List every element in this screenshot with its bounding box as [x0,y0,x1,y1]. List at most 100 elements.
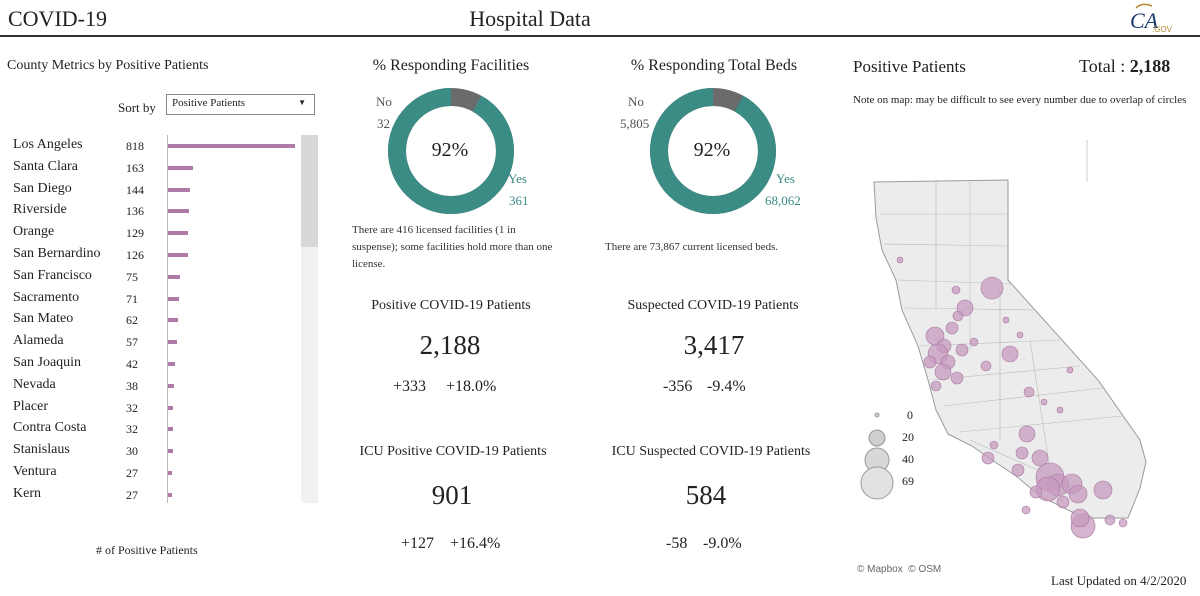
county-bubble[interactable] [1016,331,1024,339]
legend-circle-69 [860,466,894,500]
county-bar[interactable] [168,274,180,279]
county-row[interactable]: Contra Costa 32 [0,418,320,440]
sort-label: Sort by [118,100,156,115]
county-bar[interactable] [168,427,173,432]
county-row[interactable]: Riverside 136 [0,200,320,222]
county-row[interactable]: Los Angeles 818 [0,135,320,157]
osm-credit[interactable]: © OSM [908,564,942,575]
county-name: Contra Costa [13,420,87,436]
county-bubble[interactable] [896,256,904,264]
county-row[interactable]: San Francisco 75 [0,266,320,288]
county-bar[interactable] [168,165,194,170]
beds-no-value: 5,805 [620,116,650,131]
county-bar[interactable] [168,318,178,323]
county-bar[interactable] [168,449,173,454]
map-title: Positive Patients [853,57,966,76]
county-bubble[interactable] [1029,485,1043,499]
county-bubble[interactable] [955,343,969,357]
facilities-donut-yes[interactable] [388,88,514,214]
map-bubbles[interactable] [896,256,1128,539]
facilities-donut[interactable] [388,88,514,214]
county-bar[interactable] [168,340,177,345]
county-bubble[interactable] [952,310,964,322]
county-bubble[interactable] [1056,406,1064,414]
county-bubble[interactable] [1001,345,1019,363]
sort-selected-value: Positive Patients [172,97,246,109]
app-title: COVID-19 [8,6,107,31]
county-scrollbar-thumb[interactable] [301,135,318,247]
county-row[interactable]: Alameda 57 [0,331,320,353]
county-row[interactable]: Stanislaus 30 [0,440,320,462]
beds-no-label: No [628,94,644,109]
county-bar[interactable] [168,296,180,301]
county-bubble[interactable] [1011,463,1025,477]
mapbox-credit[interactable]: © Mapbox [857,564,903,575]
county-name: San Bernardino [13,246,101,261]
county-bar[interactable] [168,362,175,366]
sort-dropdown[interactable]: Positive Patients ▼ [166,94,315,115]
county-bubble[interactable] [980,360,992,372]
header-bar: COVID-19 Hospital Data CA .GOV [0,0,1200,37]
county-bubble[interactable] [930,380,942,392]
county-bar[interactable] [168,383,174,388]
county-bubble[interactable] [1118,518,1128,528]
county-row[interactable]: San Joaquin 42 [0,353,320,375]
county-row[interactable]: Santa Clara 163 [0,157,320,179]
county-row[interactable]: San Bernardino 126 [0,244,320,266]
county-row[interactable]: San Diego 144 [0,179,320,201]
county-bar[interactable] [168,231,189,236]
county-bar[interactable] [168,209,190,214]
county-bubble[interactable] [923,355,937,369]
county-bubble[interactable] [1104,514,1116,526]
county-row[interactable]: Placer 32 [0,397,320,419]
county-bar[interactable] [168,405,173,410]
county-value: 27 [126,466,138,480]
county-bubble[interactable] [950,371,964,385]
county-bubble[interactable] [1002,316,1010,324]
county-bar[interactable] [168,187,191,192]
legend-label-0: 0 [907,408,913,422]
county-value: 57 [126,335,138,350]
county-bubble[interactable] [980,276,1004,300]
county-row[interactable]: Orange 129 [0,222,320,244]
county-bar[interactable] [168,144,295,148]
county-value: 144 [126,182,144,197]
county-bubble[interactable] [989,440,999,450]
county-bubble[interactable] [1018,425,1036,443]
beds-donut-yes[interactable] [650,88,776,214]
county-bubble[interactable] [1023,386,1035,398]
legend-circle-0 [874,412,880,418]
county-bubble[interactable] [1066,366,1074,374]
county-row[interactable]: Nevada 38 [0,375,320,397]
county-row[interactable]: Kern 27 [0,484,320,506]
county-bubble[interactable] [969,337,979,347]
county-bubble[interactable] [951,285,961,295]
county-row[interactable]: Sacramento 71 [0,288,320,310]
county-bubble[interactable] [981,451,995,465]
county-metrics-title: County Metrics by Positive Patients [7,58,209,73]
county-bubble[interactable] [1021,505,1031,515]
beds-donut[interactable] [650,88,776,214]
county-row[interactable]: San Mateo 62 [0,309,320,331]
logo-text: CA [1130,8,1159,33]
county-bar[interactable] [168,253,188,257]
county-bubble[interactable] [1070,508,1090,528]
county-bubble[interactable] [1056,495,1070,509]
county-bar[interactable] [168,492,173,497]
county-bubble[interactable] [1093,480,1113,500]
county-name: Orange [13,224,55,240]
county-row[interactable]: Ventura 27 [0,462,320,484]
ca-gov-logo[interactable]: CA .GOV [1128,2,1172,34]
california-map[interactable] [840,140,1190,565]
county-bubble[interactable] [1068,484,1088,504]
county-bubble[interactable] [1040,398,1048,406]
county-bubble[interactable] [934,363,952,381]
map-total-label: Total : [1079,56,1126,76]
county-bar[interactable] [168,471,173,475]
county-value: 38 [126,378,138,393]
county-bubble[interactable] [1031,449,1049,467]
county-bubble[interactable] [1015,446,1029,460]
county-bubble[interactable] [945,321,959,335]
county-value: 32 [126,422,138,437]
county-name: Santa Clara [13,158,78,174]
